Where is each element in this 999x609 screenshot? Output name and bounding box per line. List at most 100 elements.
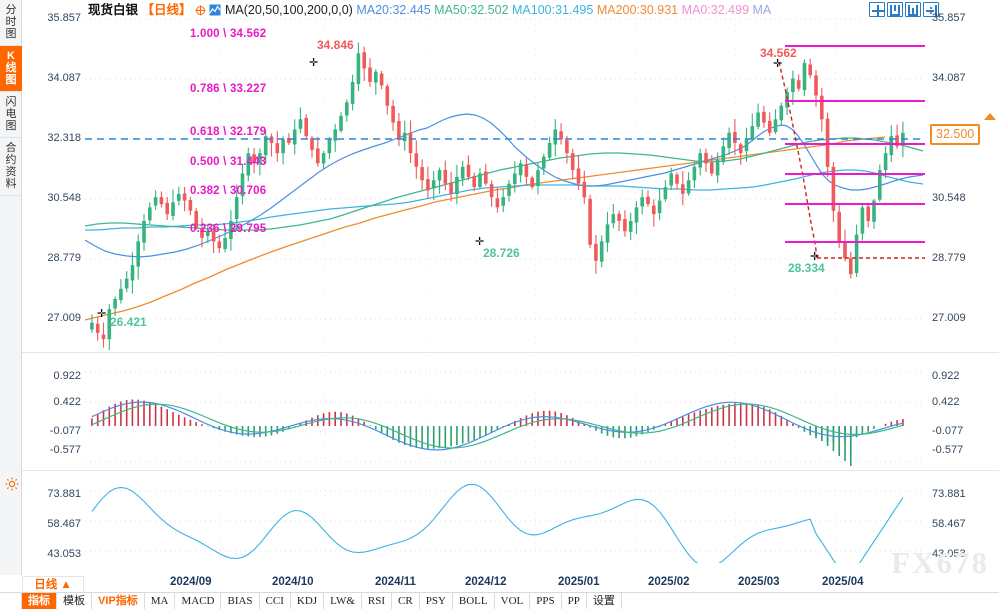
toolbar-btn-cci[interactable]: CCI bbox=[260, 593, 291, 609]
sidebar-label-char: 电 bbox=[5, 108, 17, 120]
brightness-icon[interactable] bbox=[5, 477, 19, 491]
marker-cross-5: ✛ bbox=[810, 251, 820, 263]
indicator-chart-icon[interactable] bbox=[209, 4, 221, 16]
fib-label-0786: 0.786 \ 33.227 bbox=[190, 83, 267, 95]
measure-left-icon[interactable] bbox=[887, 2, 903, 17]
annotation-high-34562: 34.562 bbox=[760, 46, 797, 60]
toolbar-btn-ma[interactable]: MA bbox=[145, 593, 176, 609]
measure-right-icon[interactable] bbox=[905, 2, 921, 17]
yaxis-macd-0: 0.922 bbox=[53, 370, 81, 382]
toolbar-btn-kdj[interactable]: KDJ bbox=[291, 593, 325, 609]
sidebar-label-char: 图 bbox=[5, 74, 17, 86]
marker-cross-2: ✛ bbox=[97, 308, 107, 320]
settings-circle-icon[interactable] bbox=[195, 5, 206, 16]
toolbar-btn-[interactable]: 模板 bbox=[57, 593, 92, 609]
yaxis-rsi-right-1: 58.467 bbox=[932, 518, 966, 530]
sidebar-label-char: 图 bbox=[5, 28, 17, 40]
sidebar-label-char: 闪 bbox=[5, 96, 17, 108]
legend-ma200: MA200:30.931 bbox=[596, 3, 679, 17]
annotation-low-26421: 26.421 bbox=[110, 315, 147, 329]
macd-pane[interactable] bbox=[85, 356, 925, 466]
yaxis-price-right-5: 27.009 bbox=[932, 312, 966, 324]
toolbar-btn-psy[interactable]: PSY bbox=[420, 593, 453, 609]
sidebar-item-contract-info[interactable]: 合约资料 bbox=[0, 138, 22, 196]
sidebar-label-char: 图 bbox=[5, 120, 17, 132]
annotation-low-28726: 28.726 bbox=[483, 246, 520, 260]
pane-divider-1 bbox=[22, 352, 999, 353]
annotation-low-28334: 28.334 bbox=[788, 261, 825, 275]
crosshair-move-icon[interactable] bbox=[869, 2, 885, 17]
xaxis-tick: 2024/09 bbox=[170, 576, 212, 588]
marker-cross-3: ✛ bbox=[475, 236, 485, 248]
yaxis-price-2: 32.318 bbox=[47, 132, 81, 144]
marker-cross-4: ✛ bbox=[773, 58, 783, 70]
xaxis-tick: 2024/11 bbox=[375, 576, 416, 588]
macd-chart-svg bbox=[85, 356, 925, 466]
period-selector[interactable]: 日线 ▲ bbox=[22, 576, 84, 592]
fib-label-1000: 1.000 \ 34.562 bbox=[190, 28, 267, 40]
yaxis-price-3: 30.548 bbox=[47, 192, 81, 204]
watermark: FX678 bbox=[891, 545, 989, 580]
chart-tool-icons bbox=[869, 2, 939, 17]
yaxis-macd-3: -0.577 bbox=[49, 444, 81, 456]
sidebar-label-char: 资 bbox=[5, 166, 17, 178]
yaxis-macd-right-2: -0.077 bbox=[932, 425, 964, 437]
yaxis-price-right-1: 34.087 bbox=[932, 72, 966, 84]
yaxis-macd-right-0: 0.922 bbox=[932, 370, 960, 382]
yaxis-price-1: 34.087 bbox=[47, 72, 81, 84]
sidebar-item-lightning[interactable]: 闪电图 bbox=[0, 92, 22, 138]
yaxis-price-right-3: 30.548 bbox=[932, 192, 966, 204]
marker-cross-1: ✛ bbox=[309, 57, 319, 69]
toolbar-btn-cr[interactable]: CR bbox=[392, 593, 420, 609]
yaxis-rsi-1: 58.467 bbox=[47, 518, 81, 530]
toolbar-btn-[interactable]: 设置 bbox=[587, 593, 622, 609]
fib-label-0500: 0.500 \ 31.443 bbox=[190, 156, 267, 168]
legend-ma50: MA50:32.502 bbox=[434, 3, 509, 17]
toolbar-empty-area bbox=[622, 593, 999, 609]
legend-ma20: MA20:32.445 bbox=[356, 3, 431, 17]
rsi-chart-svg bbox=[85, 477, 925, 563]
toolbar-btn-vol[interactable]: VOL bbox=[495, 593, 531, 609]
toolbar-btn-vip[interactable]: VIP指标 bbox=[92, 593, 145, 609]
toolbar-btn-pps[interactable]: PPS bbox=[530, 593, 562, 609]
toolbar-btn-boll[interactable]: BOLL bbox=[453, 593, 495, 609]
toolbar-btn-lw[interactable]: LW& bbox=[324, 593, 362, 609]
chart-header: 现货白银 【日线】 MA(20,50,100,200,0,0) MA20:32.… bbox=[88, 3, 771, 18]
toolbar-btn-bias[interactable]: BIAS bbox=[221, 593, 260, 609]
toolbar-btn-macd[interactable]: MACD bbox=[175, 593, 222, 609]
yaxis-rsi-0: 73.881 bbox=[47, 488, 81, 500]
current-price-tag[interactable]: 32.500 bbox=[930, 124, 981, 145]
sidebar-label-char: 料 bbox=[5, 178, 17, 190]
symbol-name: 现货白银 bbox=[88, 3, 139, 17]
xaxis-tick: 2025/03 bbox=[738, 576, 780, 588]
goto-latest-icon[interactable] bbox=[923, 2, 939, 17]
xaxis-tick: 2025/02 bbox=[648, 576, 690, 588]
yaxis-price-right-4: 28.779 bbox=[932, 252, 966, 264]
indicator-toolbar: 指标 模板 VIP指标 MA MACD BIAS CCI KDJ LW& RSI CR PSY BOLL… bbox=[0, 592, 999, 609]
yaxis-rsi-right-0: 73.881 bbox=[932, 488, 966, 500]
yaxis-price-5: 27.009 bbox=[47, 312, 81, 324]
yaxis-macd-2: -0.077 bbox=[49, 425, 81, 437]
yaxis-price-right-0: 35.857 bbox=[932, 12, 966, 24]
sidebar-label-char: K bbox=[7, 50, 15, 62]
sidebar-item-timeshare[interactable]: 分时图 bbox=[0, 0, 22, 46]
legend-ma0: MA0:32.499 bbox=[681, 3, 750, 17]
sidebar-label-char: 合 bbox=[5, 142, 17, 154]
period-label: 【日线】 bbox=[141, 3, 192, 17]
xaxis-tick: 2025/01 bbox=[558, 576, 600, 588]
toolbar-btn-[interactable]: 指标 bbox=[22, 593, 57, 609]
fib-label-0382: 0.382 \ 30.706 bbox=[190, 185, 267, 197]
toolbar-btn-pp[interactable]: PP bbox=[562, 593, 587, 609]
pane-divider-2 bbox=[22, 470, 999, 471]
sidebar-label-char: 分 bbox=[5, 4, 17, 16]
yaxis-rsi-right-2: 43.053 bbox=[932, 548, 966, 560]
legend-ma: MA bbox=[752, 3, 772, 17]
toolbar-btn-rsi[interactable]: RSI bbox=[362, 593, 393, 609]
price-pane[interactable]: 1.000 \ 34.562 0.786 \ 33.227 0.618 \ 32… bbox=[85, 18, 925, 350]
sidebar-label-char: 时 bbox=[5, 16, 17, 28]
rsi-pane[interactable] bbox=[85, 477, 925, 563]
price-marker-arrow bbox=[984, 113, 996, 120]
yaxis-price-4: 28.779 bbox=[47, 252, 81, 264]
